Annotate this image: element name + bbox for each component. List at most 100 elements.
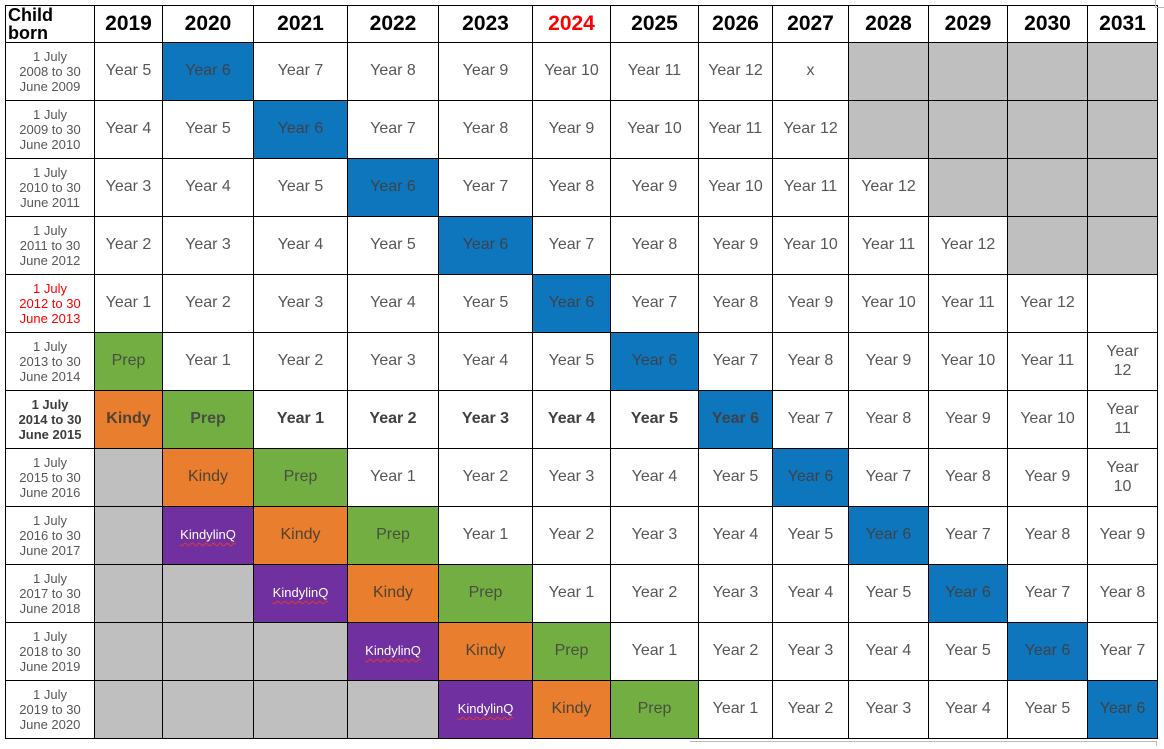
grade-cell: Year 7 (848, 448, 929, 507)
kindy-cell: Kindy (162, 448, 254, 507)
birth-range-label: 1 July 2013 to 30 June 2014 (5, 332, 95, 391)
grade-cell: Year 4 (438, 332, 533, 391)
grade-cell: Year 5 (848, 564, 929, 623)
prep-cell: Prep (532, 622, 611, 681)
grade-cell: Year 1 (698, 680, 773, 739)
prep-cell: Prep (162, 390, 254, 449)
kindy-cell: Kindy (253, 506, 348, 565)
header-row: Child born 2019 2020 2021 2022 2023 2024 2025 2… (5, 5, 1158, 43)
grade-cell: Year 2 (698, 622, 773, 681)
not-applicable-cell (94, 448, 163, 507)
birth-range-label: 1 July 2017 to 30 June 2018 (5, 564, 95, 623)
year6-cell: Year 6 (438, 216, 533, 275)
table-row: 1 July 2018 to 30 June 2019 KindylinQ Kind… (5, 622, 1158, 681)
grade-cell: Year 9 (848, 332, 929, 391)
grade-cell: Year 3 (253, 274, 348, 333)
table-row: 1 July 2016 to 30 June 2017 KindylinQ Kind… (5, 506, 1158, 565)
grade-cell: Year 7 (1087, 622, 1158, 681)
grade-cell: Year 7 (532, 216, 611, 275)
table-header: Child born 2019 2020 2021 2022 2023 2024 2025 2… (5, 5, 1158, 43)
grade-cell: Year 10 (532, 42, 611, 101)
grade-cell: Year 11 (848, 216, 929, 275)
not-applicable-cell (1007, 100, 1088, 159)
year6-cell: Year 6 (772, 448, 849, 507)
grade-cell: Year 2 (532, 506, 611, 565)
not-applicable-cell (1007, 216, 1088, 275)
grade-cell: Year 5 (610, 390, 699, 449)
grade-cell: Year 5 (347, 216, 439, 275)
grade-cell: Year 5 (438, 274, 533, 333)
birth-range-label: 1 July 2010 to 30 June 2011 (5, 158, 95, 217)
not-applicable-cell (253, 680, 348, 739)
grade-cell: Year 9 (532, 100, 611, 159)
year-header-2030: 2030 (1007, 5, 1088, 43)
grade-cell: Year 4 (347, 274, 439, 333)
grade-cell: Year 8 (772, 332, 849, 391)
table-row: 1 July 2010 to 30 June 2011 Year 3 Year 4 Y… (5, 158, 1158, 217)
window-corner-artifact (1155, 0, 1164, 8)
year-header-2023: 2023 (438, 5, 533, 43)
grade-cell: Year 7 (1007, 564, 1088, 623)
grade-cell: Year 2 (438, 448, 533, 507)
not-applicable-cell (253, 622, 348, 681)
not-applicable-cell (1087, 158, 1158, 217)
not-applicable-cell (94, 680, 163, 739)
year-header-2026: 2026 (698, 5, 773, 43)
not-applicable-cell (928, 100, 1008, 159)
kindylinq-cell: KindylinQ (438, 680, 533, 739)
birth-range-label: 1 July 2016 to 30 June 2017 (5, 506, 95, 565)
grade-cell: Year 1 (94, 274, 163, 333)
grade-cell: Year 4 (772, 564, 849, 623)
grade-cell: Year 12 (1007, 274, 1088, 333)
grade-cell: Year 12 (928, 216, 1008, 275)
grade-cell: Year 2 (610, 564, 699, 623)
not-applicable-cell (1007, 158, 1088, 217)
grade-cell: Year 12 (772, 100, 849, 159)
not-applicable-cell (1087, 42, 1158, 101)
grade-cell: Year 9 (438, 42, 533, 101)
kindylinq-cell: KindylinQ (253, 564, 348, 623)
kindy-cell: Kindy (438, 622, 533, 681)
year-header-2027: 2027 (772, 5, 849, 43)
grade-cell: Year 9 (698, 216, 773, 275)
not-applicable-cell (1087, 100, 1158, 159)
grade-cell: Year 11 (1087, 390, 1158, 449)
year-header-2029: 2029 (928, 5, 1008, 43)
grade-cell: Year 10 (1007, 390, 1088, 449)
grade-cell: Year 8 (532, 158, 611, 217)
not-applicable-cell (848, 42, 929, 101)
grade-cell: Year 4 (253, 216, 348, 275)
not-applicable-cell (928, 42, 1008, 101)
grade-cell: Year 3 (347, 332, 439, 391)
empty-cell (1087, 274, 1158, 333)
grade-cell: Year 1 (532, 564, 611, 623)
grade-cell: Year 11 (610, 42, 699, 101)
grade-cell: Year 5 (772, 506, 849, 565)
grade-cell: Year 1 (438, 506, 533, 565)
grade-cell: Year 3 (438, 390, 533, 449)
grade-cell: Year 11 (698, 100, 773, 159)
year-header-2024: 2024 (532, 5, 611, 43)
grade-cell: Year 3 (94, 158, 163, 217)
grade-cell: Year 2 (162, 274, 254, 333)
grade-cell: Year 8 (347, 42, 439, 101)
table-row: 1 July 2019 to 30 June 2020 KindylinQ Kind… (5, 680, 1158, 739)
grade-cell: Year 3 (532, 448, 611, 507)
grade-cell: Year 8 (698, 274, 773, 333)
school-year-progression-table: Child born 2019 2020 2021 2022 2023 2024 2025 2… (5, 5, 1158, 739)
grade-cell: Year 7 (347, 100, 439, 159)
grade-cell: Year 4 (162, 158, 254, 217)
grade-cell: Year 11 (1007, 332, 1088, 391)
year6-cell: Year 6 (928, 564, 1008, 623)
table-row: 1 July 2017 to 30 June 2018 KindylinQ Kind… (5, 564, 1158, 623)
birth-range-label: 1 July 2011 to 30 June 2012 (5, 216, 95, 275)
birth-range-label: 1 July 2015 to 30 June 2016 (5, 448, 95, 507)
year6-cell: Year 6 (1007, 622, 1088, 681)
grade-cell: Year 7 (772, 390, 849, 449)
not-applicable-cell (1087, 216, 1158, 275)
not-applicable-cell (162, 680, 254, 739)
grade-cell: Year 8 (848, 390, 929, 449)
not-applicable-cell (94, 506, 163, 565)
not-applicable-cell (94, 622, 163, 681)
